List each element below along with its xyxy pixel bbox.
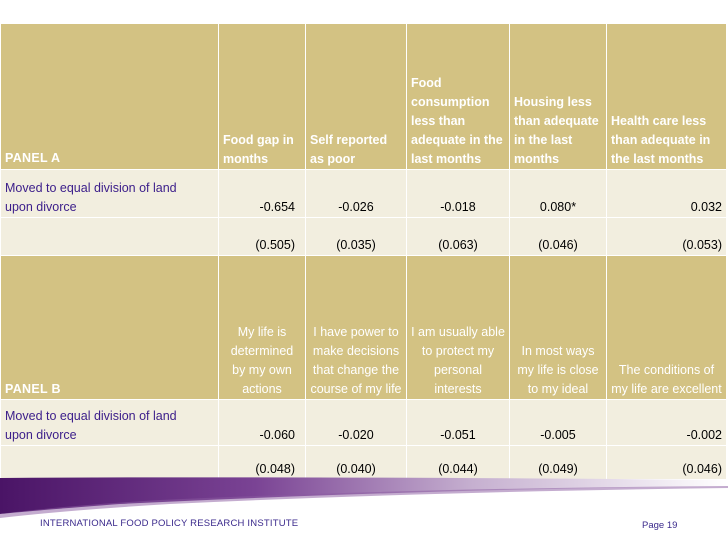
panel-a-row-label-line2: upon divorce xyxy=(5,200,77,214)
panel-b-coef-2: -0.020 xyxy=(305,399,407,446)
panel-b-row-label-line2: upon divorce xyxy=(5,428,77,442)
panel-b-se-4: (0.049) xyxy=(509,445,607,480)
panel-b-coef-5: -0.002 xyxy=(606,399,727,446)
panel-b-row-label-line1: Moved to equal division of land xyxy=(5,409,177,423)
footer-swoosh xyxy=(0,477,728,518)
panel-b-header-row: PANEL B My life is determined by my own … xyxy=(0,255,727,400)
panel-b-header-4: In most ways my life is close to my idea… xyxy=(509,255,607,400)
panel-a-coef-5: 0.032 xyxy=(606,169,727,218)
panel-a-coef-1: -0.654 xyxy=(218,169,306,218)
footer-institute: INTERNATIONAL FOOD POLICY RESEARCH INSTI… xyxy=(40,518,299,529)
panel-b-coef-3: -0.051 xyxy=(406,399,510,446)
panel-b-se-5: (0.046) xyxy=(606,445,727,480)
panel-a-se-1: (0.505) xyxy=(218,217,306,256)
panel-a-coef-4: 0.080* xyxy=(509,169,607,218)
results-table: PANEL A Food gap in months Self reported… xyxy=(0,23,727,480)
panel-b-coef-4: -0.005 xyxy=(509,399,607,446)
footer-page-number: Page 19 xyxy=(642,520,678,531)
panel-a-header-5: Health care less than adequate in the la… xyxy=(606,23,727,170)
panel-b-se-row: (0.048) (0.040) (0.044) (0.049) (0.046) xyxy=(0,445,727,480)
panel-a-header-3: Food consumption less than adequate in t… xyxy=(406,23,510,170)
panel-b-header-5: The conditions of my life are excellent xyxy=(606,255,727,400)
panel-a-se-5: (0.053) xyxy=(606,217,727,256)
panel-b-coef-row: Moved to equal division of land upon divo… xyxy=(0,399,727,446)
panel-b-label: PANEL B xyxy=(0,255,219,400)
panel-a-se-3: (0.063) xyxy=(406,217,510,256)
panel-a-header-1: Food gap in months xyxy=(218,23,306,170)
panel-a-coef-row: Moved to equal division of land upon divo… xyxy=(0,169,727,218)
panel-a-row-label: Moved to equal division of land upon divo… xyxy=(0,169,219,218)
panel-a-label: PANEL A xyxy=(0,23,219,170)
panel-a-coef-3: -0.018 xyxy=(406,169,510,218)
panel-a-se-4: (0.046) xyxy=(509,217,607,256)
panel-b-header-1: My life is determined by my own actions xyxy=(218,255,306,400)
panel-a-se-2: (0.035) xyxy=(305,217,407,256)
panel-a-header-row: PANEL A Food gap in months Self reported… xyxy=(0,23,727,170)
panel-b-se-2: (0.040) xyxy=(305,445,407,480)
panel-b-header-3: I am usually able to protect my personal… xyxy=(406,255,510,400)
panel-a-se-label xyxy=(0,217,219,256)
panel-b-row-label: Moved to equal division of land upon divo… xyxy=(0,399,219,446)
panel-b-se-label xyxy=(0,445,219,480)
top-rule xyxy=(0,22,728,23)
panel-b-se-3: (0.044) xyxy=(406,445,510,480)
panel-a-header-4: Housing less than adequate in the last m… xyxy=(509,23,607,170)
panel-a-header-2: Self reported as poor xyxy=(305,23,407,170)
panel-b-coef-1: -0.060 xyxy=(218,399,306,446)
panel-a-se-row: (0.505) (0.035) (0.063) (0.046) (0.053) xyxy=(0,217,727,256)
panel-a-coef-2: -0.026 xyxy=(305,169,407,218)
panel-b-header-2: I have power to make decisions that chan… xyxy=(305,255,407,400)
panel-a-row-label-line1: Moved to equal division of land xyxy=(5,181,177,195)
